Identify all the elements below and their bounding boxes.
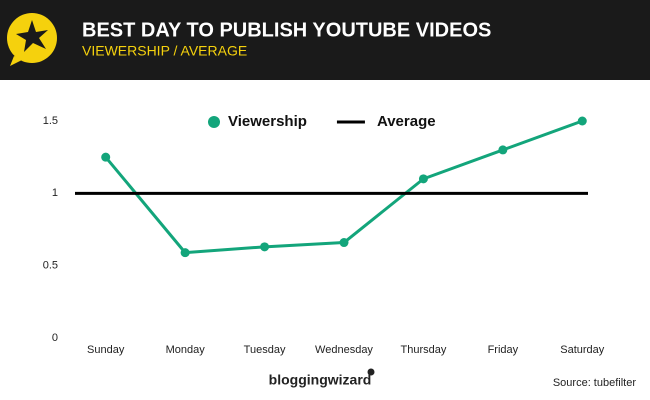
brand: bloggingwizard: [269, 372, 372, 388]
x-tick-label: Sunday: [87, 344, 125, 356]
x-tick-label: Friday: [488, 344, 519, 356]
data-point: [260, 242, 270, 252]
data-point: [418, 174, 428, 184]
data-point: [339, 238, 349, 248]
brand-dot: [367, 368, 375, 376]
data-point: [180, 248, 190, 258]
y-tick-label: 0: [52, 332, 58, 344]
data-line: [104, 119, 583, 255]
x-tick-label: Wednesday: [315, 344, 373, 356]
y-tick-label: 1: [52, 187, 58, 199]
chart-title: BEST DAY TO PUBLISH YOUTUBE VIDEOS: [82, 19, 491, 41]
header-bar: [0, 0, 650, 80]
chart-subtitle: VIEWERSHIP / AVERAGE: [82, 43, 247, 59]
data-point: [577, 116, 587, 126]
x-tick-label: Tuesday: [244, 344, 286, 356]
legend-marker: [208, 116, 220, 128]
source: Source: tubefilter: [553, 377, 636, 389]
legend-label: Viewership: [228, 113, 307, 130]
data-point: [101, 152, 111, 162]
logo: [7, 13, 57, 66]
x-tick-label: Saturday: [560, 344, 605, 356]
x-tick-label: Monday: [166, 344, 206, 356]
x-tick-label: Thursday: [400, 344, 446, 356]
legend-label: Average: [377, 113, 436, 130]
data-point: [498, 145, 508, 155]
y-tick-label: 1.5: [43, 115, 58, 127]
y-tick-label: 0.5: [43, 260, 58, 272]
